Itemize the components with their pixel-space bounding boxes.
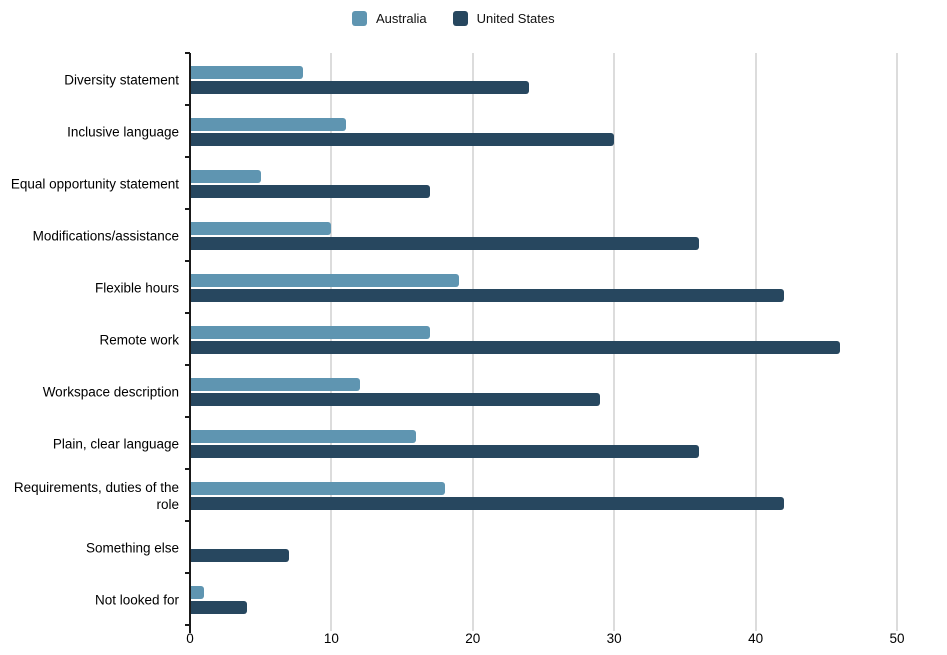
y-axis-tick [185,520,190,522]
y-axis-tick [185,572,190,574]
category-row: Not looked for [95,573,897,625]
y-axis-tick [185,312,190,314]
y-axis-tick [185,468,190,470]
legend-item-united-states: United States [452,11,555,26]
bar-united-states [190,237,700,250]
category-row: Diversity statement [64,53,897,105]
bar-australia [190,118,346,131]
bar-united-states [190,445,700,458]
category-label: Diversity statement [64,72,179,88]
y-axis-tick [185,624,190,626]
gridline-50 [896,53,898,631]
bar-australia [190,326,431,339]
y-axis-tick [185,52,190,54]
bar-united-states [190,133,615,146]
bar-australia [190,378,360,391]
category-label: Something else [85,540,179,556]
plot-area: Diversity statement Inclusive language Equ… [11,52,898,633]
category-row: Flexible hours [95,261,897,313]
category-label: Remote work [99,332,179,348]
legend-label-united-states: United States [476,11,555,26]
x-tick-label-50: 50 [889,631,905,646]
y-axis-tick [185,104,190,106]
bar-united-states [190,81,530,94]
category-row: Modifications/assistance [33,209,897,261]
x-tick-label-0: 0 [186,631,194,646]
bar-united-states [190,185,431,198]
category-row: Plain, clear language [53,417,897,469]
bar-united-states [190,549,289,562]
category-label: Inclusive language [67,124,179,140]
bar-australia [190,170,261,183]
bar-united-states [190,601,247,614]
bar-united-states [190,289,784,302]
bar-australia [190,222,332,235]
x-tick-label-10: 10 [323,631,339,646]
category-row: Something else [86,521,897,573]
category-label: Requirements, duties of the role [13,480,179,512]
bar-united-states [190,497,784,510]
y-axis-tick [185,364,190,366]
category-label: Not looked for [94,592,179,608]
legend: Australia United States [352,11,555,26]
x-tick-label-40: 40 [748,631,764,646]
y-axis-tick [185,156,190,158]
y-axis-line [189,53,191,633]
y-axis-tick [185,208,190,210]
bar-australia [190,274,459,287]
y-axis-tick [185,416,190,418]
x-axis-labels: 0 10 20 30 40 50 [186,631,904,651]
x-tick-label-20: 20 [465,631,481,646]
bar-australia [190,586,205,599]
y-axis-tick [185,260,190,262]
x-tick-label-30: 30 [606,631,622,646]
category-row: Workspace description [43,365,897,417]
category-row: Requirements, duties of the role [14,469,897,521]
category-label: Plain, clear language [52,436,179,452]
bar-united-states [190,341,841,354]
legend-label-australia: Australia [376,11,427,26]
category-label: Modifications/assistance [32,228,179,244]
australia-swatch-icon [352,11,367,26]
category-label: Flexible hours [94,280,179,296]
bar-australia [190,66,304,79]
united-states-swatch-icon [452,11,468,26]
category-label: Equal opportunity statement [10,176,179,192]
bar-rows: Diversity statement Inclusive language Equ… [11,53,897,625]
legend-item-australia: Australia [352,11,427,26]
bar-united-states [190,393,601,406]
category-row: Remote work [99,313,897,365]
category-row: Equal opportunity statement [11,157,897,209]
bar-australia [190,482,445,495]
category-row: Inclusive language [67,105,897,157]
bar-australia [190,430,417,443]
category-label: Workspace description [42,384,179,400]
